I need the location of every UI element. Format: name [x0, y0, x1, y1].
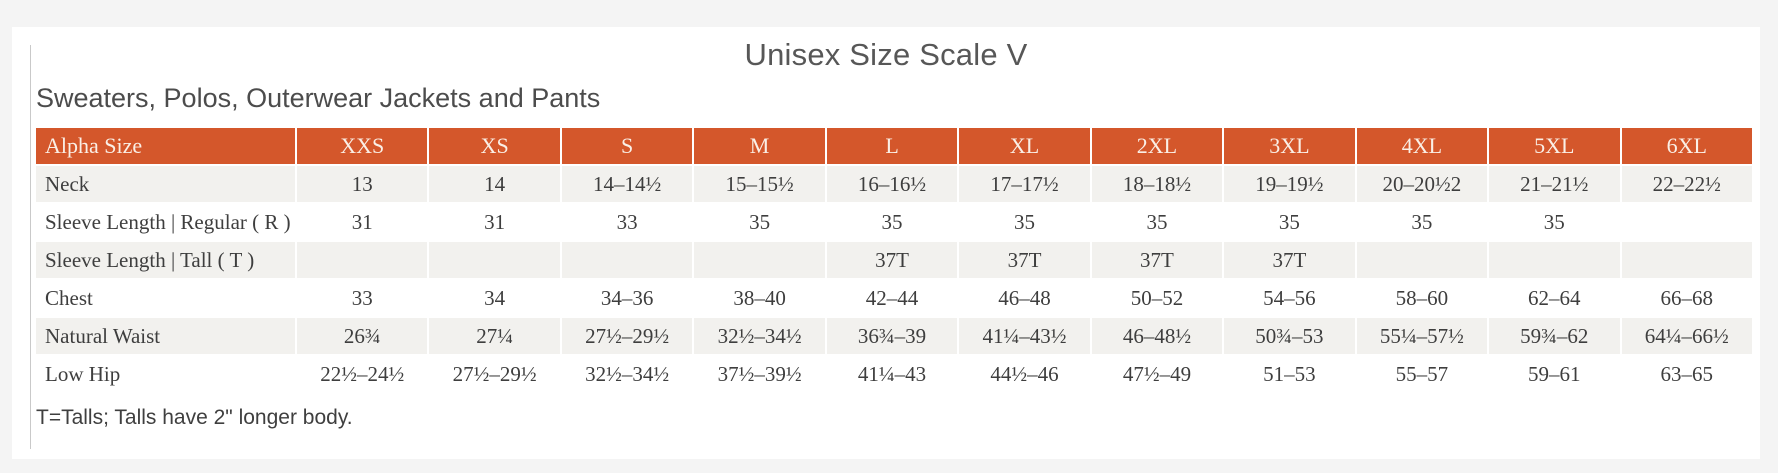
table-body: Neck 13 14 14–14½ 15–15½ 16–16½ 17–17½ 18–18½ 19… — [36, 166, 1752, 392]
cell: 14–14½ — [561, 166, 693, 202]
column-header: XL — [959, 128, 1090, 164]
cell — [1489, 242, 1620, 278]
cell: 17–17½ — [959, 166, 1090, 202]
table-row: Low Hip 22½–24½ 27½–29½ 32½–34½ 37½–39½ 41¼–4… — [36, 356, 1752, 392]
cell: 51–53 — [1224, 356, 1355, 392]
row-label: Sleeve Length | Regular ( R ) — [36, 204, 295, 240]
cell: 37T — [826, 242, 958, 278]
cell — [1356, 242, 1488, 278]
row-label: Natural Waist — [36, 318, 295, 354]
cell: 34–36 — [561, 280, 693, 316]
cell: 18–18½ — [1091, 166, 1223, 202]
cell: 14 — [429, 166, 560, 202]
row-label: Sleeve Length | Tall ( T ) — [36, 242, 295, 278]
cell: 31 — [297, 204, 428, 240]
table-row: Neck 13 14 14–14½ 15–15½ 16–16½ 17–17½ 18–18½ 19… — [36, 166, 1752, 202]
table-row: Chest 33 34 34–36 38–40 42–44 46–48 50–52 54–56 5… — [36, 280, 1752, 316]
cell: 37T — [1224, 242, 1355, 278]
left-rule-divider — [30, 45, 31, 449]
cell: 41¼–43½ — [959, 318, 1090, 354]
cell: 22½–24½ — [297, 356, 428, 392]
row-label: Chest — [36, 280, 295, 316]
cell: 59¾–62 — [1489, 318, 1620, 354]
cell: 64¼–66½ — [1621, 318, 1752, 354]
cell: 31 — [429, 204, 560, 240]
cell: 32½–34½ — [694, 318, 825, 354]
cell: 41¼–43 — [826, 356, 958, 392]
table-row: Sleeve Length | Regular ( R ) 31 31 33 35 35 3… — [36, 204, 1752, 240]
cell: 46–48 — [959, 280, 1090, 316]
cell: 19–19½ — [1224, 166, 1355, 202]
cell — [297, 242, 428, 278]
cell — [1621, 204, 1752, 240]
cell: 66–68 — [1621, 280, 1752, 316]
cell: 50¾–53 — [1224, 318, 1355, 354]
cell: 42–44 — [826, 280, 958, 316]
header-row: Alpha Size XXS XS S M L XL 2XL 3XL 4XL 5XL 6XL — [36, 128, 1752, 164]
cell: 63–65 — [1621, 356, 1752, 392]
cell: 35 — [826, 204, 958, 240]
cell: 20–20½2 — [1356, 166, 1488, 202]
cell: 35 — [694, 204, 825, 240]
cell: 35 — [1224, 204, 1355, 240]
cell: 27¼ — [429, 318, 560, 354]
column-header: 6XL — [1621, 128, 1752, 164]
size-chart-card: Unisex Size Scale V Sweaters, Polos, Out… — [12, 27, 1760, 459]
cell: 37½–39½ — [694, 356, 825, 392]
cell: 27½–29½ — [429, 356, 560, 392]
cell: 54–56 — [1224, 280, 1355, 316]
cell — [429, 242, 560, 278]
column-header-alpha-size: Alpha Size — [36, 128, 295, 164]
cell: 44½–46 — [959, 356, 1090, 392]
column-header: 5XL — [1489, 128, 1620, 164]
cell: 47½–49 — [1091, 356, 1223, 392]
cell: 35 — [1356, 204, 1488, 240]
row-label: Low Hip — [36, 356, 295, 392]
size-table: Alpha Size XXS XS S M L XL 2XL 3XL 4XL 5XL 6XL Neck… — [34, 126, 1754, 394]
page-title: Unisex Size Scale V — [744, 37, 1028, 72]
cell: 46–48½ — [1091, 318, 1223, 354]
cell: 35 — [1489, 204, 1620, 240]
cell: 15–15½ — [694, 166, 825, 202]
cell — [1621, 242, 1752, 278]
page-subtitle: Sweaters, Polos, Outerwear Jackets and P… — [36, 83, 601, 113]
column-header: L — [826, 128, 958, 164]
cell: 22–22½ — [1621, 166, 1752, 202]
row-label: Neck — [36, 166, 295, 202]
cell: 55–57 — [1356, 356, 1488, 392]
column-header: 3XL — [1224, 128, 1355, 164]
cell: 21–21½ — [1489, 166, 1620, 202]
cell: 62–64 — [1489, 280, 1620, 316]
cell: 33 — [561, 204, 693, 240]
size-table-container: Alpha Size XXS XS S M L XL 2XL 3XL 4XL 5XL 6XL Neck… — [34, 126, 1754, 394]
cell: 33 — [297, 280, 428, 316]
cell: 58–60 — [1356, 280, 1488, 316]
column-header: XS — [429, 128, 560, 164]
cell: 36¾–39 — [826, 318, 958, 354]
cell — [694, 242, 825, 278]
cell: 37T — [959, 242, 1090, 278]
cell: 59–61 — [1489, 356, 1620, 392]
cell: 26¾ — [297, 318, 428, 354]
column-header: XXS — [297, 128, 428, 164]
cell: 34 — [429, 280, 560, 316]
column-header: M — [694, 128, 825, 164]
column-header: 4XL — [1356, 128, 1488, 164]
table-row: Sleeve Length | Tall ( T ) 37T 37T 37T 37T — [36, 242, 1752, 278]
cell: 50–52 — [1091, 280, 1223, 316]
cell: 35 — [1091, 204, 1223, 240]
cell: 32½–34½ — [561, 356, 693, 392]
footnote: T=Talls; Talls have 2" longer body. — [36, 406, 353, 429]
cell: 13 — [297, 166, 428, 202]
column-header: 2XL — [1091, 128, 1223, 164]
cell: 55¼–57½ — [1356, 318, 1488, 354]
cell: 35 — [959, 204, 1090, 240]
cell: 16–16½ — [826, 166, 958, 202]
cell: 27½–29½ — [561, 318, 693, 354]
cell — [561, 242, 693, 278]
cell: 37T — [1091, 242, 1223, 278]
cell: 38–40 — [694, 280, 825, 316]
column-header: S — [561, 128, 693, 164]
table-row: Natural Waist 26¾ 27¼ 27½–29½ 32½–34½ 36¾–39 4… — [36, 318, 1752, 354]
